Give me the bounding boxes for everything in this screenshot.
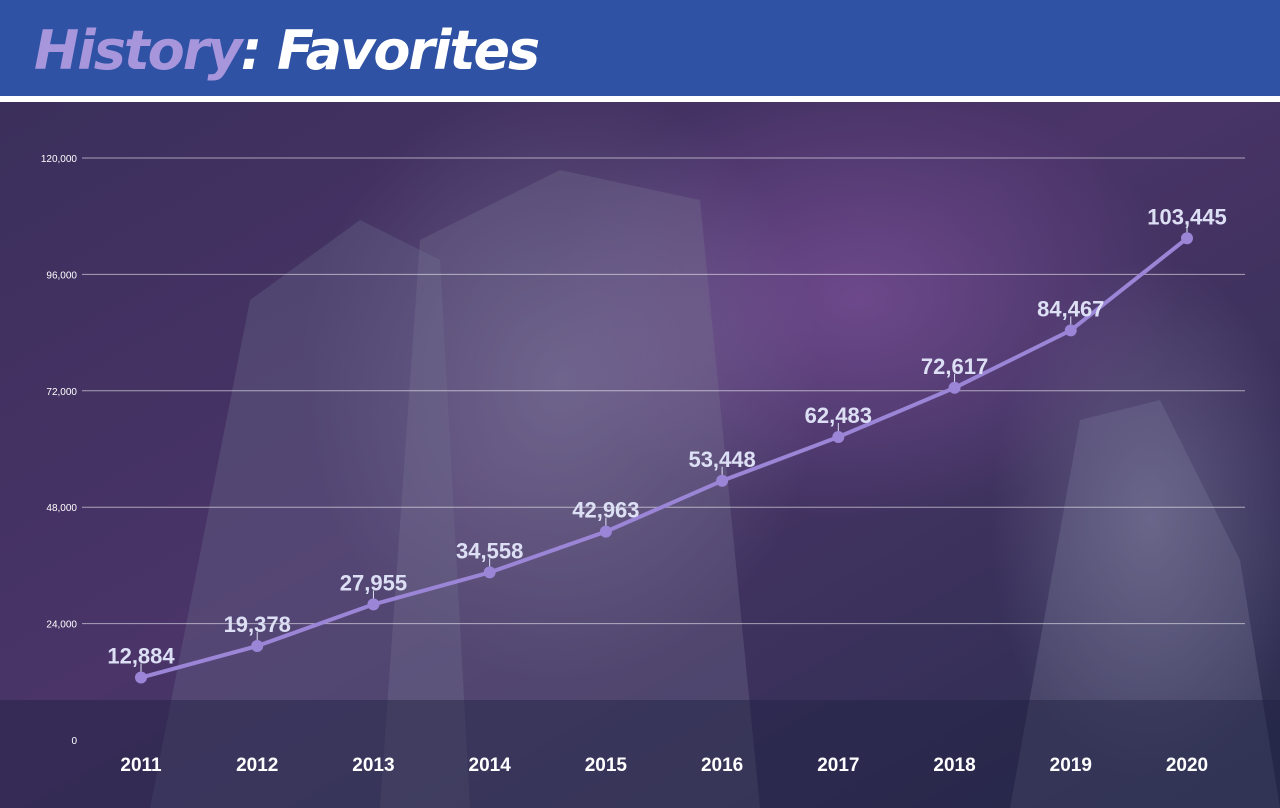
title-rest: : Favorites (240, 19, 541, 82)
x-tick-label: 2019 (1050, 755, 1092, 776)
page-title: History: Favorites (34, 18, 541, 84)
data-point (1064, 324, 1077, 337)
title-accent: History (34, 19, 243, 82)
data-label: 53,448 (688, 447, 755, 472)
data-point (251, 640, 264, 653)
x-axis-ticks: 2011 2012 2013 2014 2015 2016 2017 2018 2019 2020 (120, 755, 1208, 776)
x-tick-label: 2018 (933, 755, 975, 776)
x-tick-label: 2020 (1166, 755, 1208, 776)
data-label: 62,483 (805, 403, 872, 428)
x-tick-label: 2011 (120, 755, 162, 776)
data-label: 84,467 (1037, 296, 1104, 321)
x-tick-label: 2012 (236, 755, 278, 776)
grid-lines (82, 157, 1245, 625)
data-point (948, 381, 961, 394)
x-tick-label: 2013 (352, 755, 394, 776)
data-label: 34,558 (456, 538, 523, 563)
data-label: 12,884 (107, 644, 175, 669)
y-tick-label: 0 (71, 736, 77, 747)
y-tick-label: 48,000 (46, 503, 77, 514)
y-axis-ticks: 0 24,000 48,000 72,000 96,000 120,000 (41, 154, 78, 747)
data-label: 42,963 (572, 498, 639, 523)
data-labels: 12,884 19,378 27,955 34,558 42,963 53,448 62,4… (107, 204, 1227, 672)
series-line (139, 236, 1189, 680)
x-tick-label: 2015 (585, 755, 628, 776)
x-tick-label: 2014 (469, 755, 512, 776)
data-label: 72,617 (921, 354, 988, 379)
y-tick-label: 96,000 (46, 270, 77, 281)
data-point (135, 671, 147, 684)
data-point (483, 566, 496, 579)
y-tick-label: 72,000 (46, 387, 77, 398)
data-point (832, 430, 845, 443)
x-tick-label: 2017 (817, 755, 859, 776)
data-label: 19,378 (224, 612, 291, 637)
series-line-layer (139, 236, 1189, 680)
data-points (135, 232, 1193, 684)
header-bar: History: Favorites (0, 0, 1280, 102)
data-point (599, 525, 612, 538)
x-tick-label: 2016 (701, 755, 743, 776)
data-point (716, 474, 729, 487)
data-point (367, 598, 380, 611)
data-label: 103,445 (1147, 204, 1227, 229)
y-tick-label: 24,000 (46, 620, 77, 631)
data-point (1181, 232, 1193, 245)
data-label: 27,955 (340, 570, 407, 595)
y-tick-label: 120,000 (41, 154, 78, 165)
